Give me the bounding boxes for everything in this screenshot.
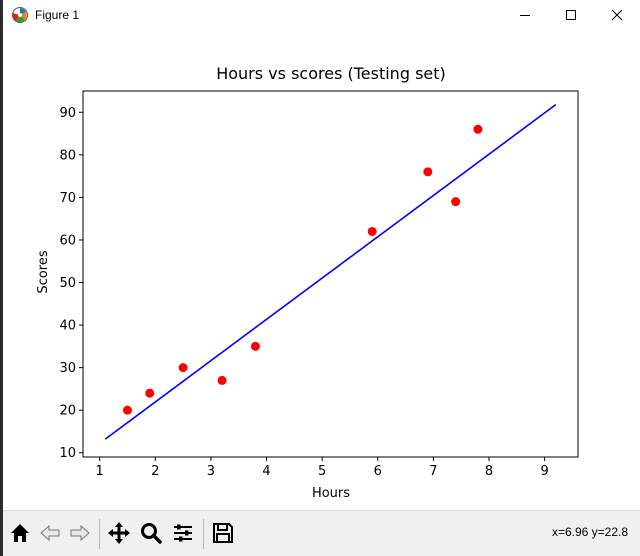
x-tick-label: 8 (485, 464, 493, 479)
close-icon (611, 9, 623, 21)
toolbar-separator (99, 519, 100, 549)
configure-subplots-button[interactable] (169, 519, 197, 547)
forward-button[interactable] (66, 519, 94, 547)
y-tick-label: 50 (59, 276, 76, 291)
data-point (250, 341, 260, 351)
minimize-button[interactable] (502, 0, 548, 30)
chart-title: Hours vs scores (Testing set) (216, 64, 446, 83)
matplotlib-figure-icon (11, 6, 29, 24)
x-tick-label: 7 (429, 464, 437, 479)
x-tick-label: 6 (374, 464, 382, 479)
forward-arrow-icon (70, 524, 90, 542)
maximize-icon (566, 10, 576, 20)
home-icon (11, 524, 29, 542)
y-tick-label: 60 (59, 233, 76, 248)
back-arrow-icon (40, 524, 60, 542)
x-tick-label: 5 (318, 464, 326, 479)
x-tick-label: 3 (207, 464, 215, 479)
data-points-layer (122, 124, 483, 415)
data-point (367, 226, 377, 236)
save-icon (213, 523, 233, 543)
maximize-button[interactable] (548, 0, 594, 30)
data-point (473, 124, 483, 134)
y-tick-label: 20 (59, 404, 76, 419)
title-bar: Figure 1 (3, 0, 640, 30)
x-tick-label: 4 (262, 464, 270, 479)
axes-frame (82, 90, 579, 458)
save-button[interactable] (209, 519, 237, 547)
back-button[interactable] (36, 519, 64, 547)
close-button[interactable] (594, 0, 640, 30)
regression-line-layer (104, 103, 557, 440)
pan-icon (108, 522, 130, 544)
figure-canvas: Hours vs scores (Testing set) Hours Scor… (3, 30, 640, 510)
minimize-icon (520, 15, 530, 16)
scatter-chart: Hours vs scores (Testing set) Hours Scor… (36, 64, 579, 501)
cursor-coordinates: x=6.96 y=22.8 (551, 525, 628, 539)
pan-button[interactable] (105, 519, 133, 547)
x-tick-label: 2 (151, 464, 159, 479)
data-point (217, 375, 227, 385)
configure-subplots-icon (174, 524, 192, 542)
x-tick-label: 1 (96, 464, 104, 479)
y-tick-label: 40 (59, 319, 76, 334)
toolbar-separator (203, 519, 204, 549)
y-tick-label: 90 (59, 106, 76, 121)
axis-ticks: 1 2 3 4 5 6 7 8 9 10 20 30 40 50 60 70 80 90 (59, 106, 548, 479)
y-tick-label: 30 (59, 361, 76, 376)
x-axis-label: Hours (312, 486, 350, 501)
regression-line (104, 103, 557, 440)
data-point (145, 388, 155, 398)
y-tick-label: 80 (59, 148, 76, 163)
y-tick-label: 10 (59, 446, 76, 461)
data-point (122, 405, 132, 415)
x-tick-label: 9 (540, 464, 548, 479)
background-window-edge (0, 0, 3, 556)
navigation-toolbar: x=6.96 y=22.8 (3, 510, 640, 556)
zoom-icon (141, 523, 162, 544)
y-tick-label: 70 (59, 191, 76, 206)
home-button[interactable] (6, 519, 34, 547)
zoom-button[interactable] (137, 519, 165, 547)
data-point (423, 167, 433, 177)
data-point (178, 363, 188, 373)
y-axis-label: Scores (36, 250, 51, 293)
data-point (451, 197, 461, 207)
window-title: Figure 1 (35, 8, 80, 22)
